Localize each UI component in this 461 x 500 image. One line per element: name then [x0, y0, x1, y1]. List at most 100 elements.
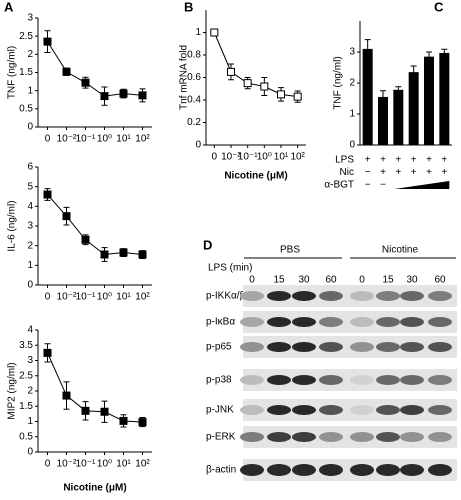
marker: [138, 250, 147, 259]
x-tick-label: 10¹: [116, 459, 131, 470]
y-tick-label: 4: [27, 201, 33, 212]
x-tick-label: 10⁰: [97, 134, 112, 145]
lane-label: 30: [298, 275, 310, 286]
condition-sign: +: [380, 167, 386, 178]
y-tick-label: 2: [27, 386, 33, 397]
blot-band: [350, 342, 374, 352]
marker: [43, 37, 52, 46]
group-label: PBS: [280, 245, 300, 256]
marker: [243, 79, 252, 88]
y-tick-label: 2: [27, 49, 33, 60]
x-tick-label: 10²: [135, 292, 150, 303]
x-tick-label: 0: [45, 134, 51, 145]
row-label: β-actin: [206, 465, 236, 476]
row-label: p-JNK: [206, 405, 234, 416]
y-tick-label: 0: [27, 280, 33, 291]
blot-band: [350, 432, 374, 442]
blot-band: [267, 432, 291, 442]
blot-band: [376, 432, 400, 442]
condition-sign: +: [411, 155, 417, 166]
marker: [81, 235, 90, 244]
condition-sign: +: [426, 167, 432, 178]
condition-sign: −: [380, 180, 386, 191]
blot-band: [267, 375, 291, 385]
blot-band: [376, 464, 400, 476]
blot-band: [350, 405, 374, 415]
blot-band: [267, 317, 291, 327]
blot-band: [376, 291, 400, 301]
blot-band: [240, 405, 264, 415]
y-tick-label: 1: [27, 85, 33, 96]
x-tick-label: 0: [45, 459, 51, 470]
blot-band: [428, 405, 452, 415]
marker: [260, 82, 269, 91]
y-tick-label: 1: [27, 260, 33, 271]
data-line: [47, 41, 143, 97]
time-label: LPS (min): [208, 263, 252, 274]
y-tick-label: 2.5: [19, 370, 33, 381]
x-tick-label: 10⁻²: [57, 292, 77, 303]
y-tick-label: 0.8: [187, 50, 201, 61]
y-tick-label: 1: [349, 109, 355, 120]
x-tick-label: 10²: [135, 134, 150, 145]
blot-band: [350, 317, 374, 327]
lane-label: 60: [434, 275, 446, 286]
marker: [62, 391, 71, 400]
y-tick-label: 3: [27, 221, 33, 232]
y-tick-label: 2: [349, 78, 355, 89]
blot-band: [319, 432, 343, 442]
y-axis-label: MIP2 (ng/ml): [7, 362, 18, 419]
y-tick-label: 0: [27, 122, 33, 133]
blot-band: [267, 342, 291, 352]
blot-band: [292, 375, 316, 385]
y-tick-label: 1: [27, 416, 33, 427]
row-label: p-ERK: [206, 432, 236, 443]
x-tick-label: 10²: [290, 152, 305, 163]
row-label: p-IKKα/β: [206, 291, 246, 302]
condition-sign: −: [365, 180, 371, 191]
panel-label: C: [434, 0, 444, 14]
marker: [43, 190, 52, 199]
blot-band: [292, 405, 316, 415]
marker: [100, 92, 109, 101]
x-tick-label: 10⁰: [97, 459, 112, 470]
y-tick-label: 3: [349, 47, 355, 58]
blot-band: [400, 375, 424, 385]
marker: [277, 90, 285, 99]
x-tick-label: 10¹: [274, 152, 289, 163]
data-line: [213, 32, 298, 98]
condition-sign: +: [395, 167, 401, 178]
lane-label: 0: [249, 275, 255, 286]
marker: [210, 28, 219, 37]
blot-band: [240, 291, 264, 301]
blot-band: [319, 405, 343, 415]
lane-label: 30: [406, 275, 418, 286]
condition-label: Nic: [340, 167, 354, 178]
blot-band: [292, 317, 316, 327]
marker: [43, 348, 52, 357]
blot-band: [292, 464, 316, 476]
blot-band: [376, 342, 400, 352]
marker: [138, 91, 147, 100]
blot-band: [292, 432, 316, 442]
x-tick-label: 10⁻¹: [76, 134, 96, 145]
marker: [119, 416, 128, 425]
condition-sign: +: [395, 155, 401, 166]
y-tick-label: 6: [27, 162, 33, 173]
data-line: [47, 194, 143, 256]
bar: [424, 56, 434, 145]
row-label: p-IκBα: [206, 317, 235, 328]
blot-band: [400, 405, 424, 415]
data-line: [47, 352, 143, 423]
y-tick-label: 2.5: [19, 31, 33, 42]
y-tick-label: 5: [27, 181, 33, 192]
y-tick-label: 0.5: [19, 103, 33, 114]
y-tick-label: 1.5: [19, 401, 33, 412]
bar: [378, 96, 388, 145]
lane-label: 15: [273, 275, 285, 286]
marker: [81, 78, 90, 87]
blot-band: [319, 464, 343, 476]
blot-band: [350, 291, 374, 301]
marker: [119, 248, 128, 257]
